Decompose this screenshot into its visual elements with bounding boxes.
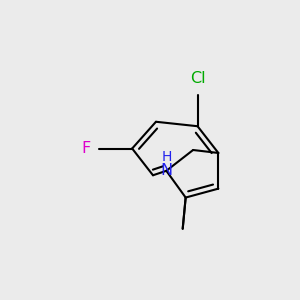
Text: N: N <box>160 163 172 178</box>
Text: Cl: Cl <box>190 71 206 86</box>
Text: F: F <box>81 141 91 156</box>
Text: H: H <box>161 150 172 164</box>
